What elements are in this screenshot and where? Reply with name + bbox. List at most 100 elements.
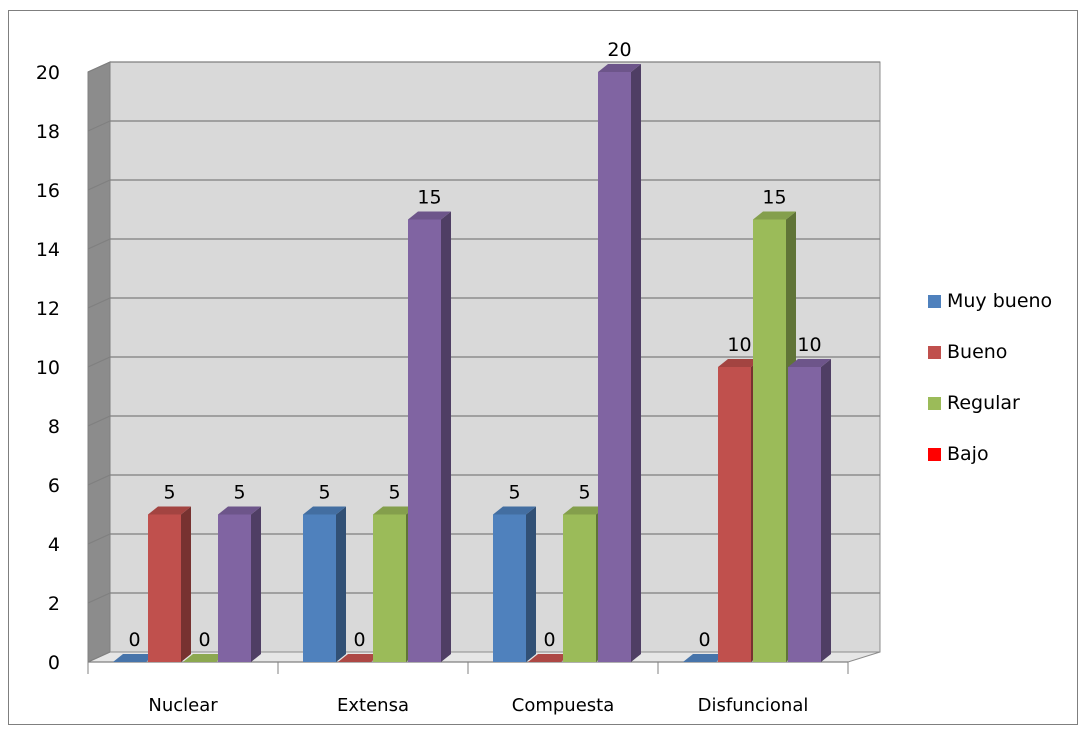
bar-front	[303, 514, 336, 662]
y-tick-label: 0	[48, 652, 60, 674]
bar	[148, 506, 191, 662]
y-tick-label: 8	[48, 416, 60, 438]
bar-side	[336, 506, 346, 662]
legend-item: Bueno	[928, 339, 1052, 365]
bar	[528, 654, 571, 662]
data-label: 10	[727, 334, 751, 356]
bar-side	[181, 506, 191, 662]
bar-side	[441, 211, 451, 662]
y-tick-label: 12	[36, 298, 60, 320]
legend-label: Bajo	[947, 443, 989, 465]
data-label: 5	[318, 482, 330, 504]
bar-top	[148, 506, 191, 515]
bar-side	[821, 359, 831, 662]
gridline-side	[87, 238, 111, 250]
bar-front	[493, 514, 526, 662]
legend-item: Bajo	[928, 441, 1052, 467]
x-tick-label: Nuclear	[148, 695, 218, 716]
gridline-side	[87, 297, 111, 309]
y-tick-label: 20	[36, 62, 60, 84]
bars	[113, 64, 831, 662]
bar-front	[563, 514, 596, 662]
data-label: 0	[198, 629, 210, 651]
y-tick-label: 16	[36, 180, 60, 202]
legend-label: Muy bueno	[947, 290, 1053, 312]
data-label: 15	[762, 187, 786, 209]
bar-top	[528, 654, 571, 662]
gridline-side	[87, 474, 111, 486]
bar	[303, 506, 346, 662]
bar-front	[218, 514, 251, 662]
bar-front	[718, 367, 751, 662]
gridline-side	[87, 651, 111, 663]
bar	[183, 654, 226, 662]
legend-swatch	[928, 294, 941, 308]
bar-side	[251, 506, 261, 662]
gridline-side	[87, 120, 111, 132]
bar-top	[338, 654, 381, 662]
gridline-side	[87, 415, 111, 427]
bar-front	[753, 219, 786, 662]
bar-top	[788, 359, 831, 367]
legend-label: Bueno	[947, 341, 1008, 363]
y-tick-label: 4	[48, 534, 60, 556]
bar-top	[113, 654, 156, 662]
legend-swatch	[928, 447, 941, 461]
tick-labels: 0 2 4 6 8 10 12 14 16 18 20 Nuclear Extensa Compuesta…	[36, 62, 809, 716]
data-label: 0	[128, 629, 140, 651]
gridline-side	[87, 356, 111, 368]
legend-label: Regular	[947, 392, 1020, 414]
data-label: 5	[508, 482, 520, 504]
gridline-side	[87, 61, 111, 73]
data-labels: 0 5 0 5 5 0 5 15 5 0 5 20 0 10 15 10	[128, 39, 821, 651]
bar-front	[598, 72, 631, 662]
legend-item: Regular	[928, 390, 1052, 416]
bar	[493, 506, 536, 662]
x-tick-label: Extensa	[337, 695, 409, 716]
bar	[218, 506, 261, 662]
bar	[113, 654, 156, 662]
bar-top	[718, 359, 761, 367]
bar	[683, 654, 726, 662]
bar-top	[373, 506, 416, 515]
data-label: 15	[417, 187, 441, 209]
data-label: 20	[607, 39, 631, 61]
data-label: 5	[233, 482, 245, 504]
data-label: 10	[797, 334, 821, 356]
legend-item: Muy bueno	[928, 288, 1052, 314]
bar-top	[408, 211, 451, 220]
bar-top	[183, 654, 226, 662]
y-tick-label: 14	[36, 239, 60, 261]
gridline-side	[87, 592, 111, 604]
y-tick-label: 2	[48, 593, 60, 615]
bar-top	[493, 506, 536, 515]
bar-top	[753, 211, 796, 220]
data-label: 0	[353, 629, 365, 651]
data-label: 5	[163, 482, 175, 504]
y-tick-label: 10	[36, 357, 60, 379]
x-tick-label: Compuesta	[512, 695, 615, 716]
data-label: 0	[543, 629, 555, 651]
data-label: 5	[388, 482, 400, 504]
bar	[338, 654, 381, 662]
bar-side	[631, 64, 641, 662]
bar	[598, 64, 641, 662]
bar-front	[373, 514, 406, 662]
bar	[408, 211, 451, 662]
bar-top	[683, 654, 726, 662]
bar-top	[218, 506, 261, 515]
bar-front	[148, 514, 181, 662]
y-tick-label: 18	[36, 121, 60, 143]
bar-top	[598, 64, 641, 72]
bar-front	[788, 367, 821, 662]
legend: Muy bueno Bueno Regular Bajo	[928, 288, 1052, 492]
y-tick-label: 6	[48, 475, 60, 497]
data-label: 0	[698, 629, 710, 651]
legend-swatch	[928, 345, 941, 359]
bar-front	[408, 219, 441, 662]
data-label: 5	[578, 482, 590, 504]
gridline-side	[87, 179, 111, 191]
gridline-side	[87, 533, 111, 545]
bar	[788, 359, 831, 662]
